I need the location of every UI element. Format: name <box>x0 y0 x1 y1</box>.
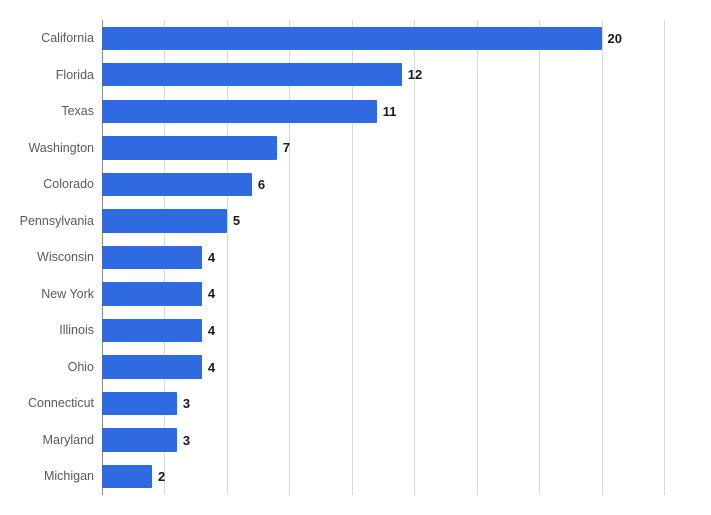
bar <box>102 465 152 488</box>
value-label: 6 <box>258 178 265 191</box>
bar <box>102 100 377 123</box>
bar <box>102 355 202 378</box>
bar <box>102 428 177 451</box>
bar-row: Florida12 <box>102 57 664 94</box>
bar-row: New York4 <box>102 276 664 313</box>
bar-row: Washington7 <box>102 130 664 167</box>
value-label: 20 <box>608 32 622 45</box>
category-label: Connecticut <box>28 397 102 410</box>
value-label: 4 <box>208 251 215 264</box>
bar-row: Illinois4 <box>102 312 664 349</box>
bar-rows: California20Florida12Texas11Washington7C… <box>102 20 664 495</box>
category-label: Ohio <box>68 361 102 374</box>
bar <box>102 27 602 50</box>
value-label: 11 <box>383 105 397 118</box>
bar <box>102 136 277 159</box>
category-label: Maryland <box>43 434 102 447</box>
bar <box>102 319 202 342</box>
value-label: 3 <box>183 434 190 447</box>
plot-area: California20Florida12Texas11Washington7C… <box>102 20 664 495</box>
value-label: 4 <box>208 287 215 300</box>
category-label: Texas <box>61 105 102 118</box>
bar-row: Colorado6 <box>102 166 664 203</box>
category-label: Colorado <box>43 178 102 191</box>
bar <box>102 392 177 415</box>
value-label: 5 <box>233 214 240 227</box>
value-label: 2 <box>158 470 165 483</box>
bar-row: Pennsylvania5 <box>102 203 664 240</box>
value-label: 4 <box>208 324 215 337</box>
category-label: Pennsylvania <box>20 215 102 228</box>
bar-row: Texas11 <box>102 93 664 130</box>
category-label: Illinois <box>59 324 102 337</box>
category-label: New York <box>41 288 102 301</box>
gridline <box>664 20 665 495</box>
category-label: California <box>41 32 102 45</box>
bar <box>102 173 252 196</box>
value-label: 4 <box>208 361 215 374</box>
bar <box>102 209 227 232</box>
value-label: 3 <box>183 397 190 410</box>
category-label: Florida <box>56 69 102 82</box>
category-label: Michigan <box>44 470 102 483</box>
bar-row: Michigan2 <box>102 458 664 495</box>
bar-row: Ohio4 <box>102 349 664 386</box>
category-label: Washington <box>28 142 102 155</box>
value-label: 12 <box>408 68 422 81</box>
bar-row: Connecticut3 <box>102 385 664 422</box>
bar-chart: California20Florida12Texas11Washington7C… <box>0 0 711 515</box>
bar <box>102 63 402 86</box>
bar <box>102 282 202 305</box>
bar-row: Wisconsin4 <box>102 239 664 276</box>
value-label: 7 <box>283 141 290 154</box>
bar <box>102 246 202 269</box>
category-label: Wisconsin <box>37 251 102 264</box>
bar-row: Maryland3 <box>102 422 664 459</box>
bar-row: California20 <box>102 20 664 57</box>
